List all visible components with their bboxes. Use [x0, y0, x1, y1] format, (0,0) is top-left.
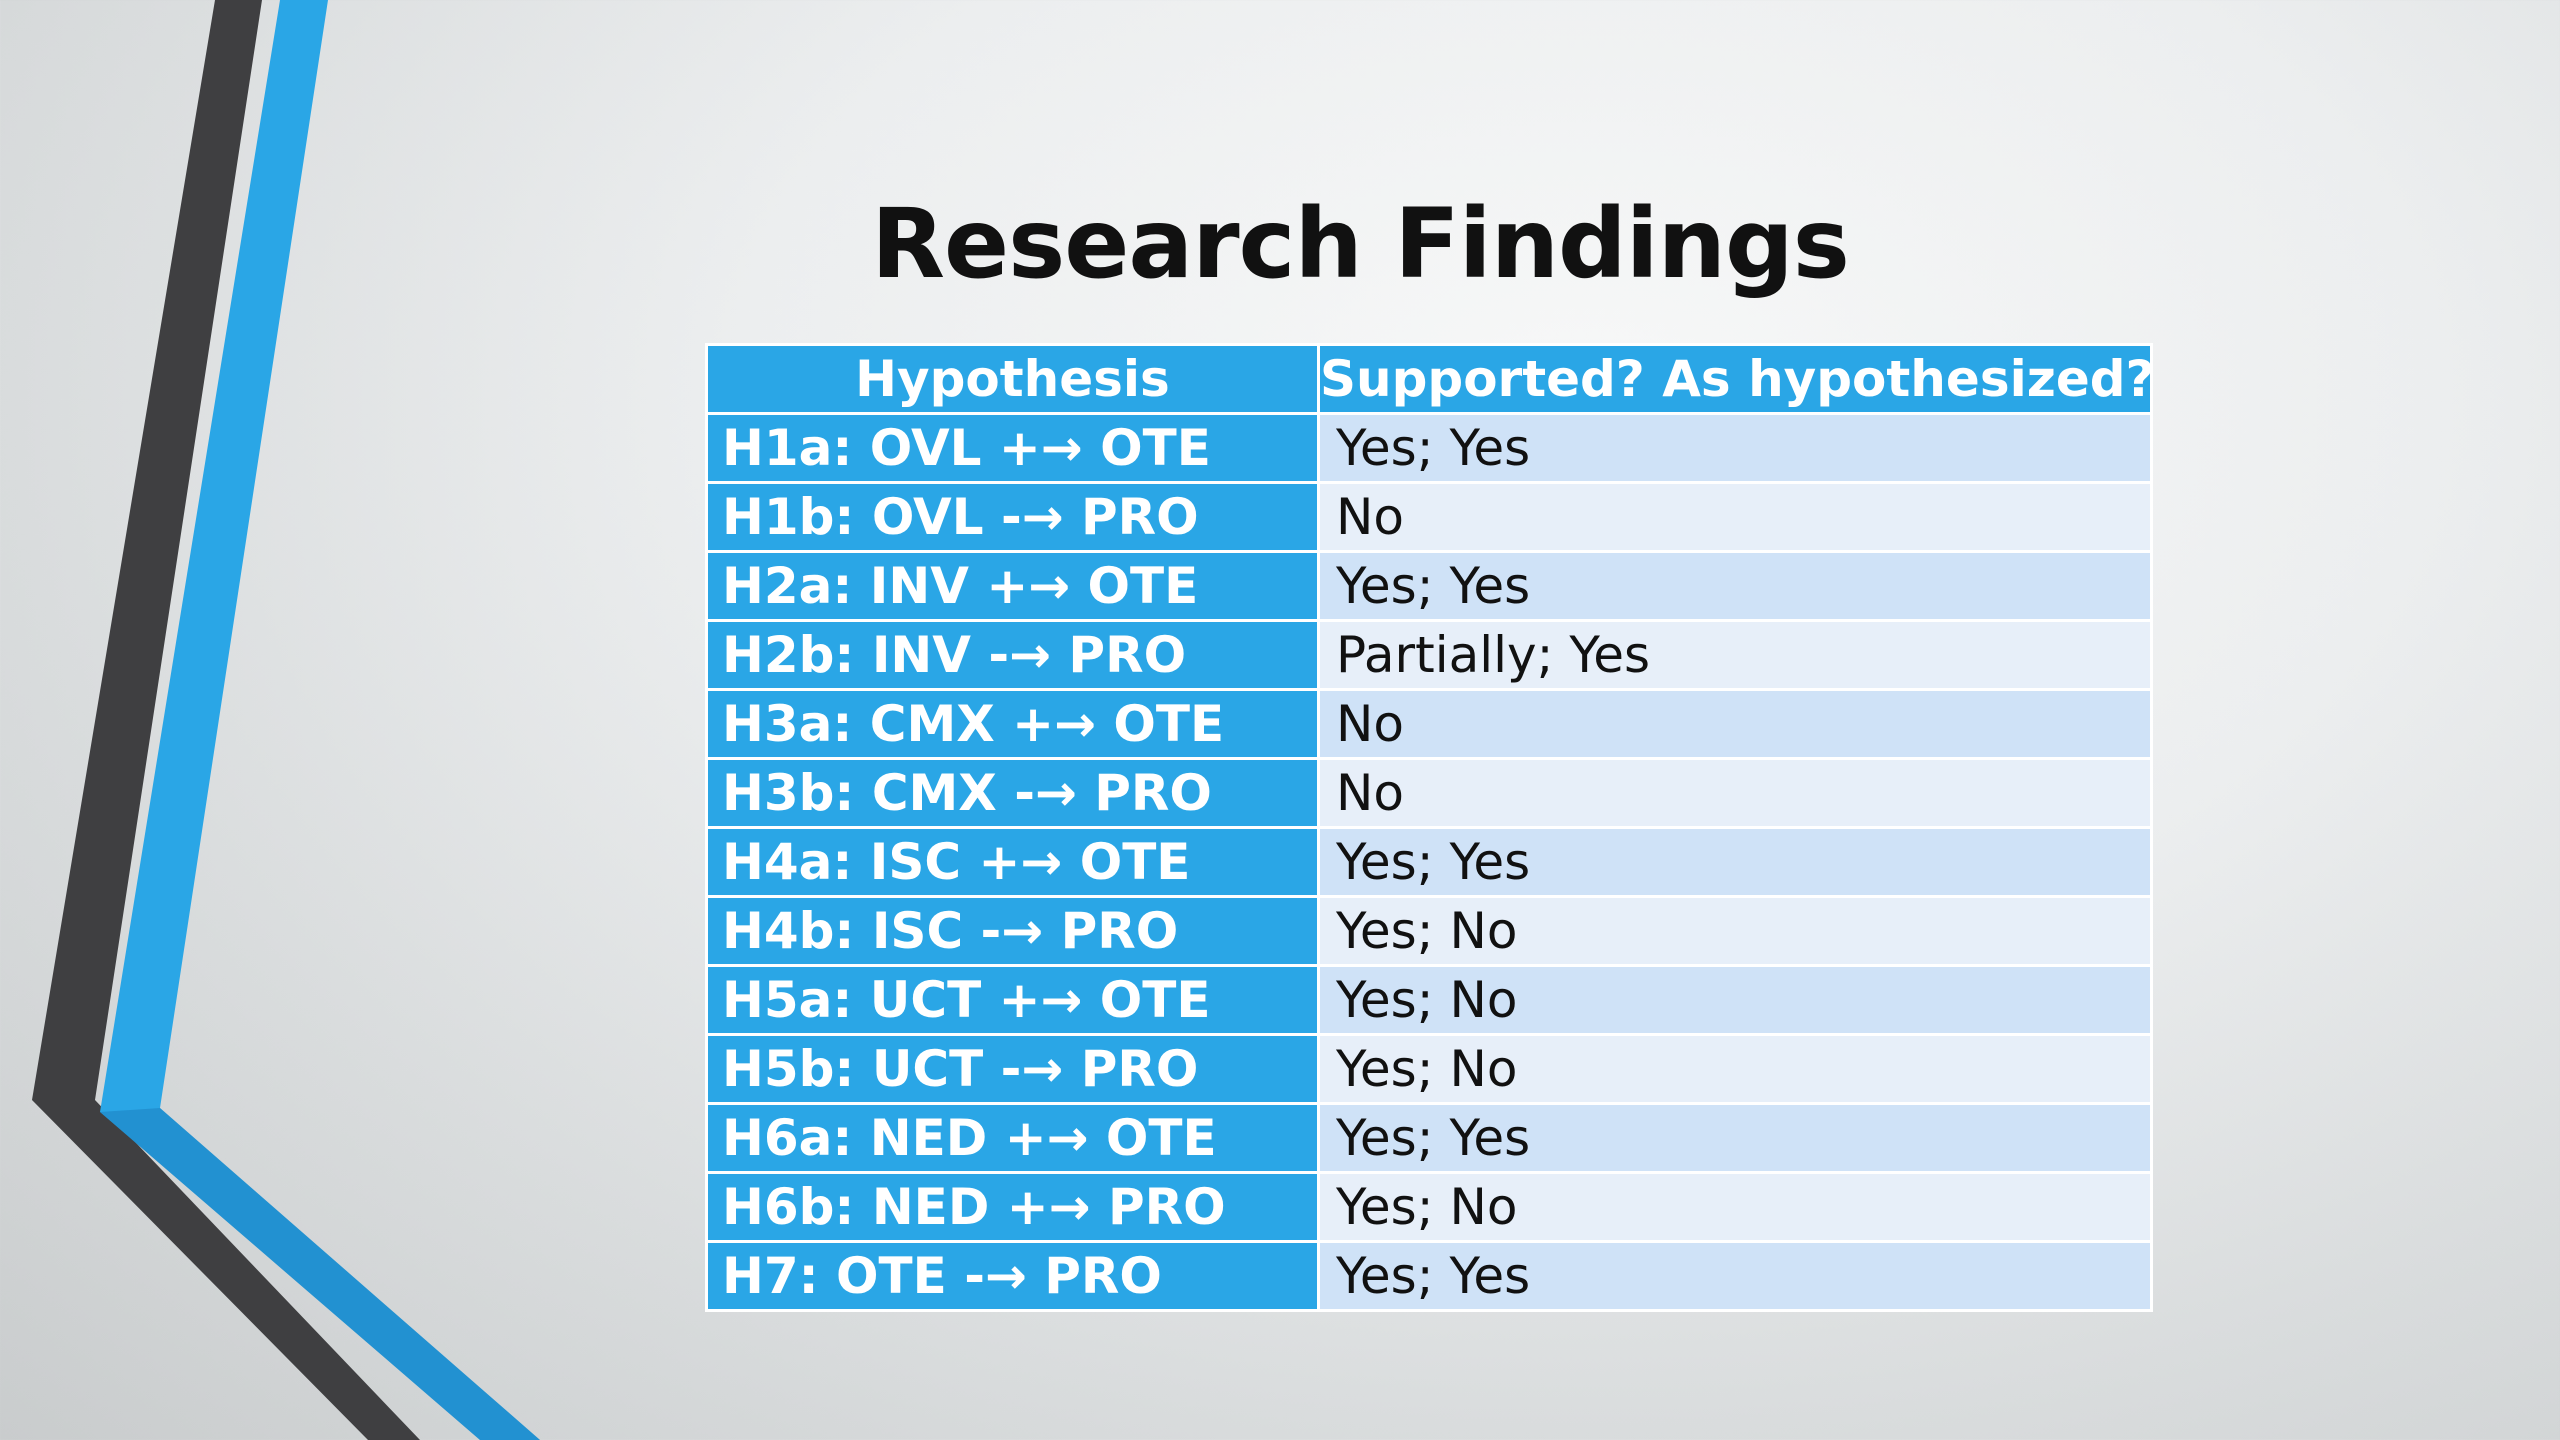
hypothesis-cell: H4b: ISC -→ PRO	[705, 895, 1320, 967]
table-row: H5b: UCT -→ PRO Yes; No	[705, 1033, 2153, 1105]
decor-dark-stripe	[32, 0, 420, 1440]
table-row: H6b: NED +→ PRO Yes; No	[705, 1171, 2153, 1243]
findings-table: Hypothesis Supported? As hypothesized? H…	[705, 343, 2153, 1312]
hypothesis-cell: H2b: INV -→ PRO	[705, 619, 1320, 691]
hypothesis-cell: H3a: CMX +→ OTE	[705, 688, 1320, 760]
result-cell: Yes; Yes	[1317, 412, 2153, 484]
result-cell: Yes; No	[1317, 895, 2153, 967]
hypothesis-cell: H6a: NED +→ OTE	[705, 1102, 1320, 1174]
table-row: H1a: OVL +→ OTE Yes; Yes	[705, 412, 2153, 484]
table-row: H2b: INV -→ PRO Partially; Yes	[705, 619, 2153, 691]
result-cell: Yes; Yes	[1317, 1240, 2153, 1312]
result-cell: Yes; No	[1317, 964, 2153, 1036]
result-cell: Yes; No	[1317, 1033, 2153, 1105]
result-cell: Yes; Yes	[1317, 826, 2153, 898]
table-row: H4b: ISC -→ PRO Yes; No	[705, 895, 2153, 967]
table-row: H4a: ISC +→ OTE Yes; Yes	[705, 826, 2153, 898]
result-cell: Yes; Yes	[1317, 1102, 2153, 1174]
hypothesis-cell: H1a: OVL +→ OTE	[705, 412, 1320, 484]
result-cell: No	[1317, 481, 2153, 553]
table-header-row: Hypothesis Supported? As hypothesized?	[705, 343, 2153, 415]
hypothesis-cell: H5a: UCT +→ OTE	[705, 964, 1320, 1036]
table-row: H1b: OVL -→ PRO No	[705, 481, 2153, 553]
hypothesis-cell: H6b: NED +→ PRO	[705, 1171, 1320, 1243]
hypothesis-cell: H5b: UCT -→ PRO	[705, 1033, 1320, 1105]
table-row: H5a: UCT +→ OTE Yes; No	[705, 964, 2153, 1036]
table-row: H6a: NED +→ OTE Yes; Yes	[705, 1102, 2153, 1174]
decor-blue-stripe	[100, 0, 540, 1440]
header-hypothesis: Hypothesis	[705, 343, 1320, 415]
decor-blue-shadow	[100, 1108, 540, 1440]
table-row: H3b: CMX -→ PRO No	[705, 757, 2153, 829]
result-cell: No	[1317, 757, 2153, 829]
header-supported: Supported? As hypothesized?	[1317, 343, 2153, 415]
table-row: H7: OTE -→ PRO Yes; Yes	[705, 1240, 2153, 1312]
hypothesis-cell: H3b: CMX -→ PRO	[705, 757, 1320, 829]
hypothesis-cell: H2a: INV +→ OTE	[705, 550, 1320, 622]
hypothesis-cell: H1b: OVL -→ PRO	[705, 481, 1320, 553]
result-cell: Yes; Yes	[1317, 550, 2153, 622]
hypothesis-cell: H4a: ISC +→ OTE	[705, 826, 1320, 898]
result-cell: Yes; No	[1317, 1171, 2153, 1243]
slide-title: Research Findings	[871, 188, 1850, 300]
table-row: H3a: CMX +→ OTE No	[705, 688, 2153, 760]
hypothesis-cell: H7: OTE -→ PRO	[705, 1240, 1320, 1312]
table-row: H2a: INV +→ OTE Yes; Yes	[705, 550, 2153, 622]
result-cell: No	[1317, 688, 2153, 760]
result-cell: Partially; Yes	[1317, 619, 2153, 691]
